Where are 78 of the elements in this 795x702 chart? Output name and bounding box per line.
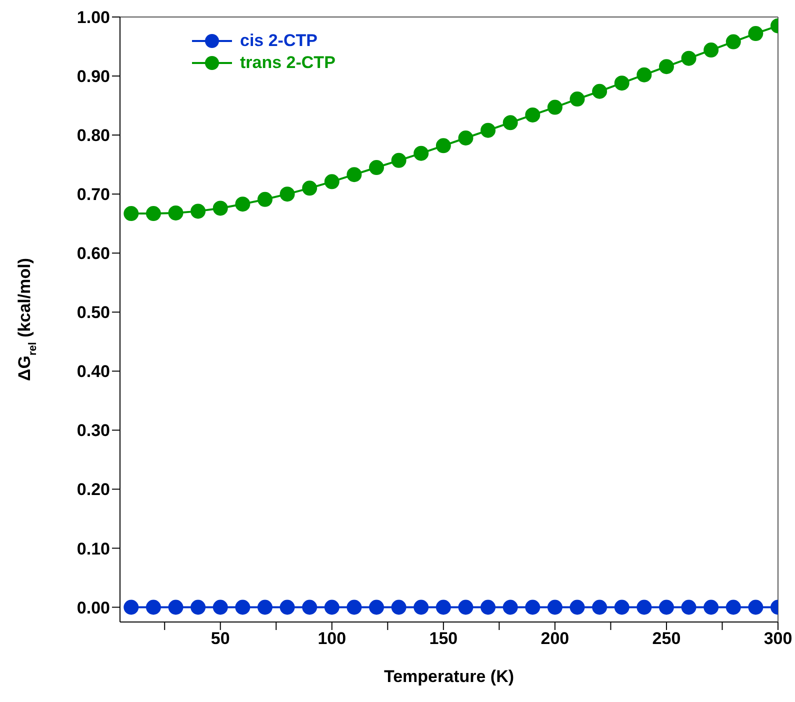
point [235, 196, 250, 212]
point [525, 600, 540, 615]
point [636, 67, 652, 82]
point [570, 92, 585, 107]
point [480, 122, 496, 138]
point [369, 600, 384, 615]
x-tick-label: 200 [540, 629, 570, 648]
point [346, 167, 362, 182]
point [681, 50, 696, 66]
y-tick-label: 0.40 [76, 362, 110, 382]
point [346, 600, 362, 615]
legend-label: cis 2-CTP [240, 31, 318, 51]
point [681, 600, 696, 615]
legend-label: trans 2-CTP [240, 53, 336, 73]
point [414, 146, 429, 161]
point [324, 600, 340, 615]
y-tick-label: 0.00 [76, 598, 110, 618]
point [280, 600, 295, 615]
point [190, 600, 206, 615]
point [391, 152, 406, 168]
y-tick-label: 0.10 [76, 539, 110, 558]
point [614, 600, 630, 615]
point [146, 206, 161, 222]
point [280, 186, 295, 202]
x-tick-label: 250 [652, 629, 681, 648]
y-tick-label: 0.80 [76, 126, 110, 146]
point [190, 204, 206, 219]
point [726, 34, 741, 50]
point [547, 100, 562, 115]
point [414, 600, 429, 615]
point [436, 138, 451, 154]
y-tick-label: 0.70 [76, 185, 110, 204]
point [636, 600, 652, 615]
point [614, 76, 630, 91]
point [391, 600, 406, 615]
point [257, 600, 272, 615]
point [369, 160, 384, 176]
point [458, 130, 474, 146]
x-tick-label: 150 [429, 629, 458, 648]
y-tick-label: 0.50 [76, 303, 110, 322]
y-tick-label: 1.00 [76, 8, 110, 28]
point [592, 84, 608, 99]
point [480, 600, 496, 615]
point [502, 115, 518, 130]
point [168, 205, 184, 220]
point [658, 59, 674, 74]
point [235, 600, 250, 615]
y-tick-label: 0.60 [76, 244, 110, 264]
point [212, 200, 228, 216]
x-tick-label: 100 [318, 629, 346, 648]
point [168, 600, 184, 615]
point [726, 600, 741, 615]
point [748, 600, 764, 615]
point [658, 600, 674, 615]
point [704, 42, 719, 58]
point [525, 107, 540, 122]
point [302, 180, 318, 196]
point [212, 600, 228, 615]
point [302, 600, 318, 615]
point [502, 600, 518, 615]
point [146, 600, 161, 615]
point [704, 600, 719, 615]
point [748, 26, 764, 42]
y-tick-label: 0.20 [76, 480, 110, 500]
x-tick-label: 300 [764, 629, 792, 648]
point [458, 600, 474, 615]
x-tick-label: 50 [210, 629, 230, 648]
y-tick-label: 0.90 [76, 67, 110, 86]
x-axis-title: Temperature (K) [384, 667, 514, 686]
point [324, 174, 340, 190]
point [592, 600, 608, 615]
y-tick-label: 0.30 [76, 421, 110, 440]
point [257, 192, 272, 207]
point [570, 600, 585, 615]
point [124, 206, 139, 222]
point [124, 600, 139, 615]
point [436, 600, 451, 615]
point [547, 600, 562, 615]
